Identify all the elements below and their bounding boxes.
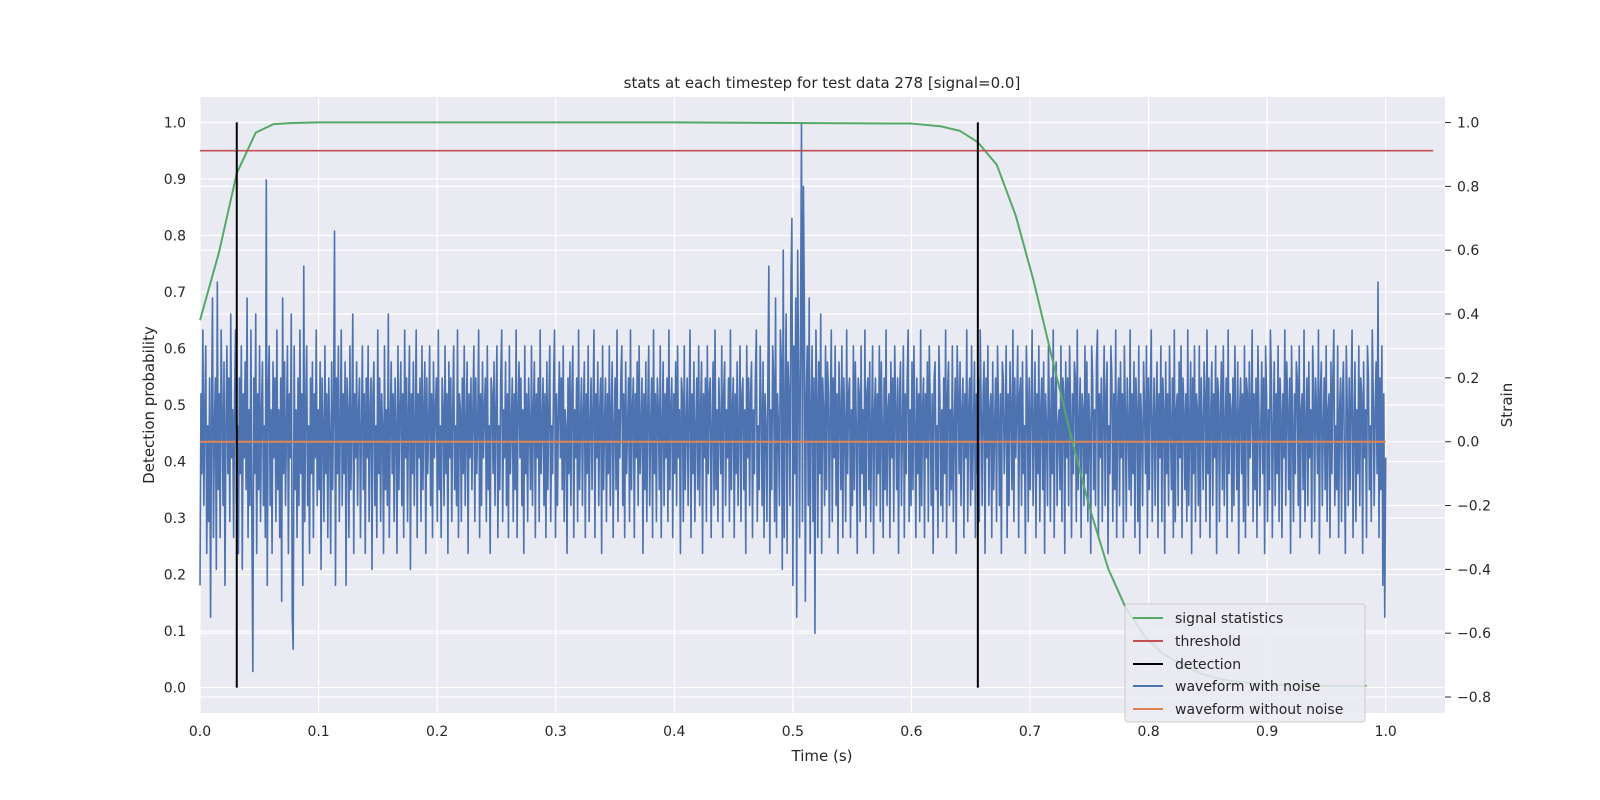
- y-left-tick-label: 0.2: [164, 568, 186, 584]
- y-left-tick-label: 0.3: [164, 511, 186, 527]
- y-right-tick-label: 1.0: [1457, 116, 1479, 132]
- x-axis-label: Time (s): [791, 747, 853, 765]
- x-tick-label: 0.0: [189, 724, 211, 740]
- y-left-tick-label: 0.4: [164, 455, 186, 471]
- waveform-with-noise-layer: [199, 121, 1387, 673]
- y-left-tick-label: 1.0: [164, 115, 186, 131]
- y-right-tick-label: 0.8: [1457, 179, 1479, 195]
- y-left-ticks: 0.0 0.1 0.2 0.3 0.4 0.5 0.6 0.7 0.8 0.9 1.0: [164, 115, 186, 696]
- x-tick-label: 0.2: [426, 724, 448, 740]
- y-right-tick-label: 0.2: [1457, 371, 1479, 387]
- chart-title: stats at each timestep for test data 278…: [624, 74, 1021, 92]
- detection-layer: [235, 122, 979, 688]
- y-right-tick-label: −0.4: [1457, 562, 1491, 578]
- x-tick-label: 0.8: [1137, 724, 1159, 740]
- y-left-tick-label: 0.9: [164, 172, 186, 188]
- legend: signal statistics threshold detection wa…: [1124, 603, 1366, 723]
- legend-label-waveform-with-noise: waveform with noise: [1175, 679, 1320, 695]
- y-right-tick-label: 0.6: [1457, 243, 1479, 259]
- x-tick-label: 0.7: [1019, 724, 1041, 740]
- legend-label-threshold: threshold: [1175, 634, 1241, 650]
- y-right-tick-label: −0.8: [1457, 690, 1491, 706]
- y-left-tick-label: 0.0: [164, 681, 186, 697]
- y-left-tick-label: 0.6: [164, 341, 186, 357]
- legend-label-signal-statistics: signal statistics: [1175, 611, 1283, 627]
- x-tick-label: 0.3: [545, 724, 567, 740]
- y-left-tick-label: 0.5: [164, 398, 186, 414]
- x-tick-label: 0.6: [900, 724, 922, 740]
- x-tick-label: 0.4: [663, 724, 685, 740]
- y-right-tick-label: −0.2: [1457, 499, 1491, 515]
- x-tick-label: 0.5: [782, 724, 804, 740]
- y-right-tick-label: 0.0: [1457, 435, 1479, 451]
- y-right-ticks: −0.8 −0.6 −0.4 −0.2 0.0 0.2 0.4 0.6 0.8 1.0: [1445, 116, 1491, 706]
- y-right-axis-label: Strain: [1498, 383, 1516, 427]
- y-left-tick-label: 0.8: [164, 228, 186, 244]
- legend-label-detection: detection: [1175, 657, 1241, 673]
- x-tick-label: 0.9: [1256, 724, 1278, 740]
- x-ticks: 0.0 0.1 0.2 0.3 0.4 0.5 0.6 0.7 0.8 0.9 1.0: [189, 724, 1397, 740]
- series-waveform-with-noise: [199, 121, 1387, 673]
- y-left-tick-label: 0.1: [164, 624, 186, 640]
- y-left-axis-label: Detection probability: [140, 326, 158, 484]
- x-tick-label: 1.0: [1375, 724, 1397, 740]
- x-tick-label: 0.1: [307, 724, 329, 740]
- y-right-tick-label: 0.4: [1457, 307, 1479, 323]
- y-right-tick-label: −0.6: [1457, 626, 1491, 642]
- legend-box: [1124, 603, 1366, 723]
- legend-label-waveform-without-noise: waveform without noise: [1175, 702, 1343, 718]
- y-left-tick-label: 0.7: [164, 285, 186, 301]
